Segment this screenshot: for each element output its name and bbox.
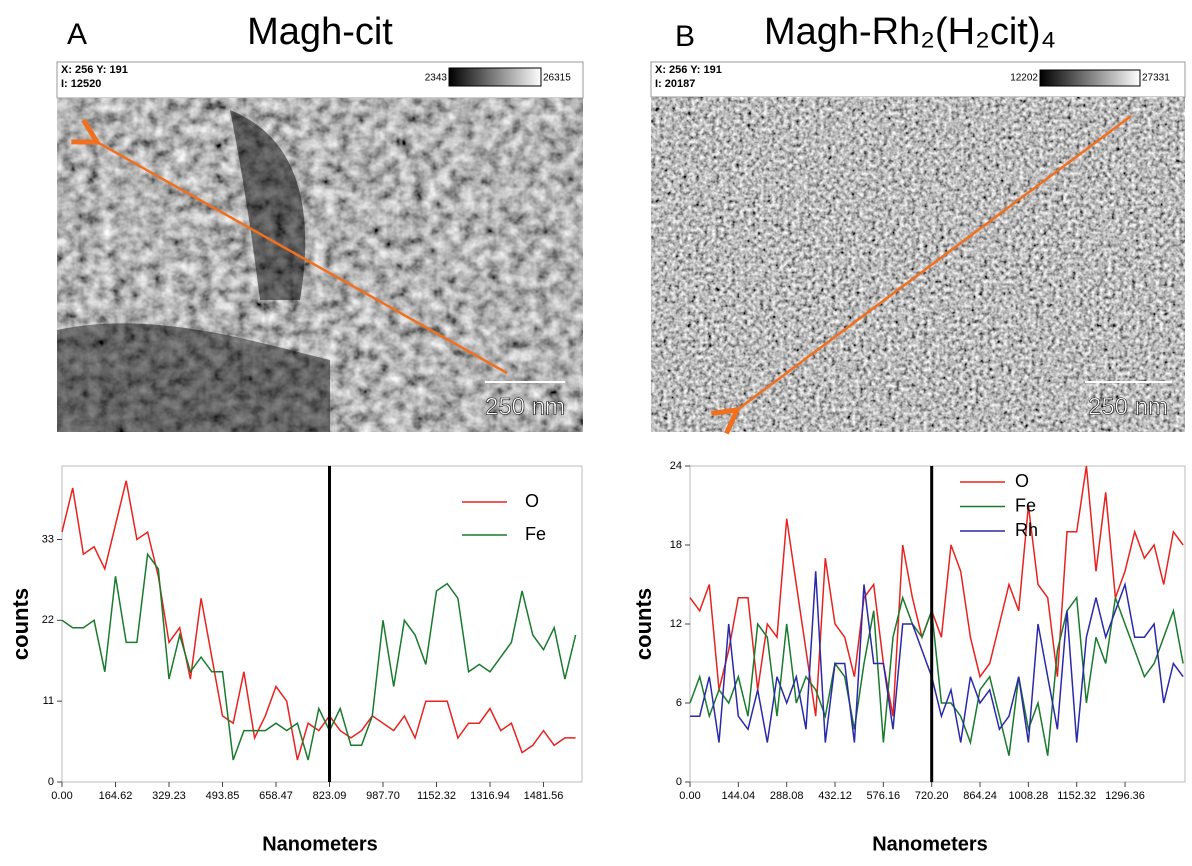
legend-label: Fe	[525, 524, 546, 544]
data-line	[689, 465, 1184, 717]
panel-label: B	[675, 20, 695, 53]
y-tick-label: 12	[670, 618, 682, 630]
x-tick-label: 576.16	[867, 790, 901, 802]
scale-bar-label: 250 nm	[485, 393, 565, 420]
colorbar-min: 2343	[425, 73, 448, 84]
x-tick-label: 329.23	[152, 790, 186, 802]
x-tick-label: 432.12	[818, 790, 852, 802]
image-shadow	[230, 110, 306, 300]
x-axis-label: Nanometers	[262, 833, 378, 855]
legend-label: O	[1015, 471, 1029, 491]
plot-area	[61, 465, 583, 783]
x-tick-label: 0.00	[679, 790, 700, 802]
data-line	[61, 552, 577, 761]
x-tick-label: 658.47	[259, 790, 293, 802]
y-tick-label: 6	[676, 697, 682, 709]
x-tick-label: 1316.94	[470, 790, 510, 802]
image-shadow	[57, 323, 330, 432]
x-tick-label: 1152.32	[417, 790, 456, 802]
x-tick-label: 144.04	[722, 790, 756, 802]
y-tick-label: 24	[670, 460, 682, 472]
x-axis-label: Nanometers	[872, 833, 988, 855]
image-intensity: I: 20187	[655, 78, 695, 90]
sem-image	[651, 97, 1185, 432]
y-tick-label: 11	[43, 695, 54, 707]
data-line	[689, 595, 1184, 756]
x-tick-label: 1008.28	[1008, 790, 1048, 802]
line-scan-arrow	[97, 142, 508, 375]
data-line	[690, 571, 1184, 743]
chart-title: Magh-cit	[247, 11, 393, 53]
legend-label: O	[525, 491, 539, 511]
colorbar	[448, 67, 542, 87]
legend-label: Rh	[1015, 520, 1038, 540]
chart-title: Magh-Rh₂(H₂cit)₄	[764, 11, 1056, 53]
colorbar-max: 27331	[1142, 73, 1170, 84]
image-position: X: 256 Y: 191	[61, 64, 128, 76]
x-tick-label: 720.20	[915, 790, 949, 802]
legend-label: Fe	[1015, 495, 1036, 515]
y-tick-label: 18	[670, 539, 682, 551]
colorbar-max: 26315	[543, 73, 571, 84]
panel-label: A	[67, 18, 87, 51]
x-tick-label: 164.62	[99, 790, 133, 802]
y-axis-label: counts	[631, 588, 656, 660]
line-scan-arrow	[737, 114, 1132, 410]
x-tick-label: 987.70	[366, 790, 400, 802]
x-tick-label: 1481.56	[524, 790, 564, 802]
scale-bar-label: 250 nm	[1088, 393, 1168, 420]
y-tick-label: 33	[42, 533, 54, 545]
image-position: X: 256 Y: 191	[655, 64, 722, 76]
image-intensity: I: 12520	[61, 78, 101, 90]
colorbar-min: 12202	[1010, 73, 1038, 84]
x-tick-label: 823.09	[313, 790, 347, 802]
x-tick-label: 864.24	[963, 790, 997, 802]
x-tick-label: 288.08	[770, 790, 804, 802]
data-line	[61, 480, 576, 761]
y-tick-label: 0	[676, 776, 682, 788]
x-tick-label: 493.85	[206, 790, 240, 802]
sem-image	[57, 98, 583, 432]
y-axis-label: counts	[8, 588, 33, 660]
x-tick-label: 1152.32	[1057, 790, 1096, 802]
x-tick-label: 0.00	[51, 790, 72, 802]
colorbar	[1039, 69, 1141, 87]
y-tick-label: 0	[48, 776, 54, 788]
x-tick-label: 1296.36	[1105, 790, 1145, 802]
y-tick-label: 22	[42, 614, 54, 626]
